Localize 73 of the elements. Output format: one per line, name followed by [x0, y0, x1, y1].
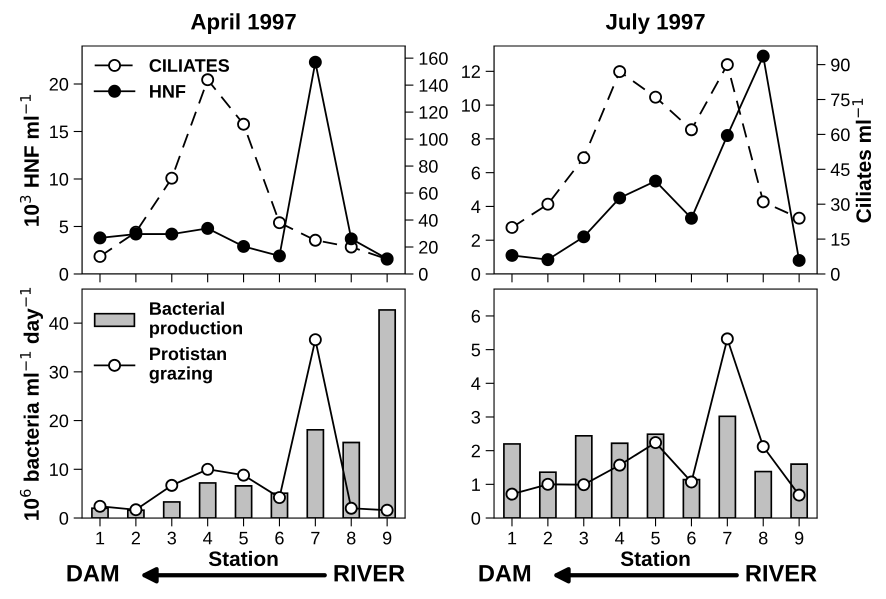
legend-label: Bacterial production [150, 302, 242, 338]
y-tick-label: 2 [472, 234, 480, 247]
y2-tick-label: 100 [420, 133, 448, 146]
y2-tick-label: 75 [831, 94, 850, 106]
legend-label: Protistan grazing [150, 346, 226, 384]
y-tick-label: 20 [50, 414, 68, 428]
x-tick-label: 5 [651, 532, 660, 544]
x-axis-title: Station [620, 550, 690, 566]
y-tick-label: 8 [472, 132, 480, 146]
y-tick-label: 20 [50, 78, 68, 91]
y2-tick-label: 15 [832, 233, 850, 246]
x-tick-label: 7 [723, 532, 732, 544]
x-tick-label: 6 [275, 532, 284, 544]
y-tick-label: 10 [50, 172, 68, 186]
y-tick-label: 4 [471, 377, 480, 390]
x-tick-label: 2 [544, 532, 552, 544]
y2-tick-label: 90 [831, 58, 850, 72]
text: RIVER [334, 565, 405, 582]
y2-tick-label: 60 [831, 128, 850, 142]
y2-tick-label: 20 [419, 240, 438, 254]
y-tick-label: 0 [472, 512, 480, 525]
x-tick-label: 2 [132, 532, 140, 544]
y-tick-label: 1 [472, 478, 480, 491]
y-tick-label: 15 [50, 126, 68, 138]
x-tick-label: 1 [96, 532, 104, 544]
x-tick-label: 4 [615, 532, 624, 544]
x-tick-label: 7 [311, 532, 320, 544]
y-tick-label: 3 [471, 410, 480, 424]
y-tick-label: 10 [50, 463, 68, 476]
y-tick-label: 0 [60, 268, 68, 281]
y2-tick-label: 0 [418, 268, 428, 281]
x-tick-label: 4 [203, 532, 212, 544]
x-tick-label: 9 [794, 532, 804, 544]
y2-tick-label: 45 [830, 163, 850, 176]
y-tick-label: 40 [49, 317, 68, 330]
x-tick-label: 9 [382, 532, 392, 544]
text: DAM [479, 565, 530, 582]
y-tick-label: 10 [462, 99, 480, 112]
y-tick-label: 6 [472, 166, 480, 180]
y-axis-title: 10$^{6}$ bacteria ml$^{−1}$ day$^{−1}$ [20, 288, 43, 520]
y2-tick-label: 0 [830, 268, 840, 281]
chart-title: April 1997 [191, 13, 296, 34]
y-tick-label: 0 [472, 268, 480, 281]
x-tick-label: 1 [508, 532, 516, 544]
chart-title: July 1997 [606, 13, 705, 34]
y2-tick-label: 140 [420, 79, 448, 92]
y-tick-label: 5 [472, 344, 480, 356]
x-tick-label: 3 [167, 532, 176, 544]
x-tick-label: 8 [758, 532, 768, 544]
text: DAM [67, 565, 118, 582]
x-tick-label: 8 [347, 532, 356, 544]
y-tick-label: 2 [472, 444, 480, 458]
y2-axis-title: Ciliates ml$^{−1}$ [852, 98, 872, 222]
x-tick-label: 5 [239, 532, 248, 544]
y2-tick-label: 160 [420, 52, 448, 65]
legend-label: CILIATES [150, 59, 230, 72]
x-tick-label: 6 [687, 532, 696, 544]
text: RIVER [746, 565, 817, 582]
y-tick-label: 12 [462, 65, 480, 78]
y-tick-label: 4 [471, 200, 480, 213]
y-axis-title: 10$^{3}$ HNF ml$^{−1}$ [20, 94, 39, 226]
y2-tick-label: 30 [830, 198, 850, 211]
y2-tick-label: 40 [418, 214, 438, 227]
y-tick-label: 0 [60, 512, 68, 525]
y2-tick-label: 80 [419, 160, 438, 173]
y-tick-label: 6 [472, 310, 480, 323]
y-tick-label: 30 [49, 366, 68, 379]
y-tick-label: 5 [60, 220, 68, 234]
legend-label: HNF [150, 85, 186, 98]
x-axis-title: Station [208, 550, 278, 566]
y2-tick-label: 60 [419, 186, 438, 200]
x-tick-label: 3 [579, 532, 588, 544]
y2-tick-label: 120 [420, 106, 448, 119]
